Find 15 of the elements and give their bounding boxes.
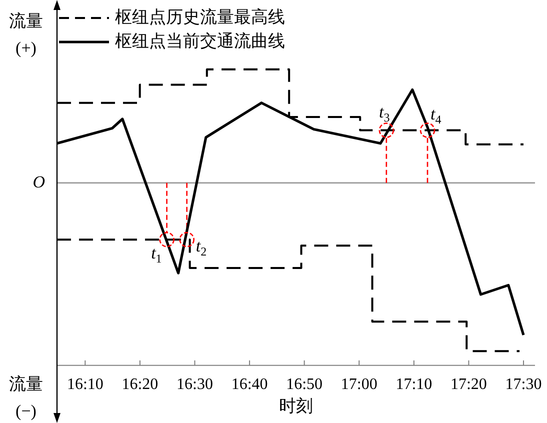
x-tick-label: 16:50	[286, 376, 323, 394]
x-tick-label: 16:30	[176, 376, 213, 394]
legend-label: 枢纽点当前交通流曲线	[115, 31, 285, 50]
text: 流量 (+)	[9, 11, 43, 58]
legend-label: 枢纽点历史流量最高线	[115, 7, 285, 26]
text: O	[32, 172, 45, 192]
x-tick-label: 17:20	[450, 376, 487, 394]
x-tick-label: 16:20	[122, 376, 158, 394]
x-tick-label: 17:30	[505, 376, 542, 394]
x-tick-label: 17:10	[396, 376, 432, 394]
text: 流量 (−)	[9, 374, 43, 420]
x-axis-title: 时刻	[279, 396, 313, 416]
x-tick-label: 17:00	[340, 376, 378, 394]
x-tick-label: 16:40	[231, 376, 268, 394]
x-tick-label: 16:10	[66, 376, 104, 394]
